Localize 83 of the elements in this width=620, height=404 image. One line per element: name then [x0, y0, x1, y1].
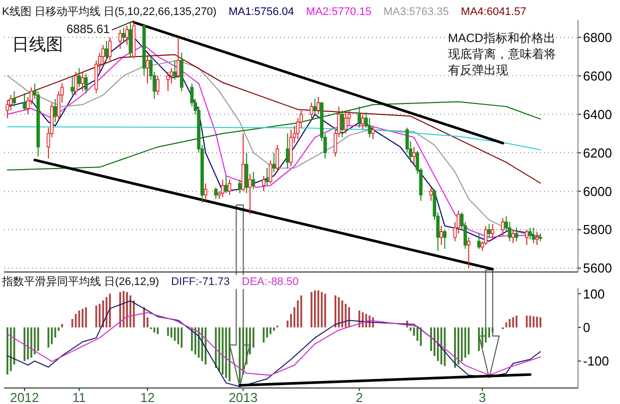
- candlestick: [173, 60, 177, 80]
- candlestick: [340, 110, 344, 138]
- candlestick: [146, 56, 150, 84]
- candlestick: [440, 225, 444, 246]
- candlestick: [80, 71, 84, 92]
- candlestick: [272, 152, 276, 172]
- candlestick: [313, 98, 317, 115]
- candlestick: [70, 75, 74, 96]
- candlestick: [220, 179, 224, 198]
- candlestick: [477, 233, 481, 250]
- candlestick: [252, 171, 256, 190]
- candlestick: [443, 229, 446, 250]
- candlestick: [525, 229, 528, 246]
- candlestick: [238, 179, 242, 194]
- y-tick-label: 6600: [583, 68, 612, 84]
- line-series: [6, 312, 541, 376]
- y-tick-label: 6400: [583, 106, 612, 122]
- candlestick: [361, 114, 364, 130]
- candlestick: [316, 96, 320, 115]
- candlestick: [214, 186, 218, 200]
- candlestick: [248, 173, 252, 215]
- candlestick: [501, 218, 505, 236]
- text: MA2:5770.15: [306, 6, 372, 18]
- text: DEA:-88.50: [242, 276, 299, 288]
- x-tick-label: 12: [140, 390, 155, 404]
- candlestick: [104, 40, 108, 61]
- y-tick-label: 5600: [583, 260, 612, 276]
- candlestick: [118, 29, 122, 50]
- candlestick: [156, 75, 160, 96]
- candlestick: [12, 90, 16, 108]
- candlestick: [310, 102, 314, 119]
- y-tick-label: 6200: [583, 145, 612, 160]
- candlestick: [487, 223, 491, 238]
- candlestick: [286, 132, 290, 169]
- candlestick: [344, 110, 348, 134]
- candlestick: [204, 183, 208, 202]
- y-tick-label: -100: [583, 354, 610, 369]
- y-tick-label: 0: [583, 320, 590, 335]
- text: DIFF:-71.73: [171, 276, 230, 288]
- candlestick: [54, 98, 57, 122]
- annotation: 6885.61: [66, 22, 110, 36]
- x-tick-label: 2013: [228, 390, 258, 404]
- candlestick: [244, 152, 248, 194]
- annotation: MACD指标和价格出现底背离，意味着将有反弹出现: [448, 31, 556, 77]
- candlestick: [371, 125, 375, 140]
- candlestick: [528, 227, 532, 240]
- candlestick: [22, 92, 26, 111]
- line-series: [6, 126, 541, 150]
- candlestick: [532, 227, 536, 244]
- text: MA1:5756.04: [228, 6, 294, 18]
- y-tick-label: 5800: [583, 222, 612, 238]
- y-tick-label: 100: [583, 286, 605, 302]
- y-tick-label: 6800: [583, 30, 612, 45]
- candlestick: [276, 144, 280, 172]
- text: 日线图: [12, 35, 63, 54]
- x-tick-label: 2: [356, 390, 363, 404]
- chart-subtitle: 指数平滑异同平均线 日(26,12,9): [1, 274, 160, 288]
- candlestick: [511, 229, 515, 244]
- candlestick: [125, 25, 129, 46]
- x-tick-label: 11: [72, 390, 86, 404]
- y-tick-label: 6000: [583, 184, 612, 199]
- candlestick: [490, 223, 494, 240]
- candlestick: [514, 227, 518, 242]
- chart-subtitle: K线图 日移动平均线 日(5,10,22,66,135,270): [2, 4, 217, 18]
- candlestick: [176, 36, 180, 78]
- x-tick-label: 2012: [10, 390, 39, 404]
- candlestick: [466, 236, 470, 269]
- candlestick: [108, 36, 112, 61]
- candlestick: [128, 21, 132, 58]
- text: MA3:5763.35: [383, 6, 449, 18]
- line-series: [6, 101, 541, 171]
- candlestick: [122, 27, 126, 42]
- candlestick: [265, 168, 269, 186]
- candlestick: [77, 68, 81, 88]
- candlestick: [228, 179, 232, 196]
- text: MA4:6041.57: [460, 6, 526, 18]
- candlestick: [358, 106, 362, 128]
- candlestick: [224, 175, 228, 194]
- x-tick-label: 3: [478, 390, 486, 404]
- candlestick: [429, 186, 433, 202]
- candlestick: [74, 71, 78, 96]
- line-series: [6, 300, 541, 388]
- candlestick: [262, 175, 266, 192]
